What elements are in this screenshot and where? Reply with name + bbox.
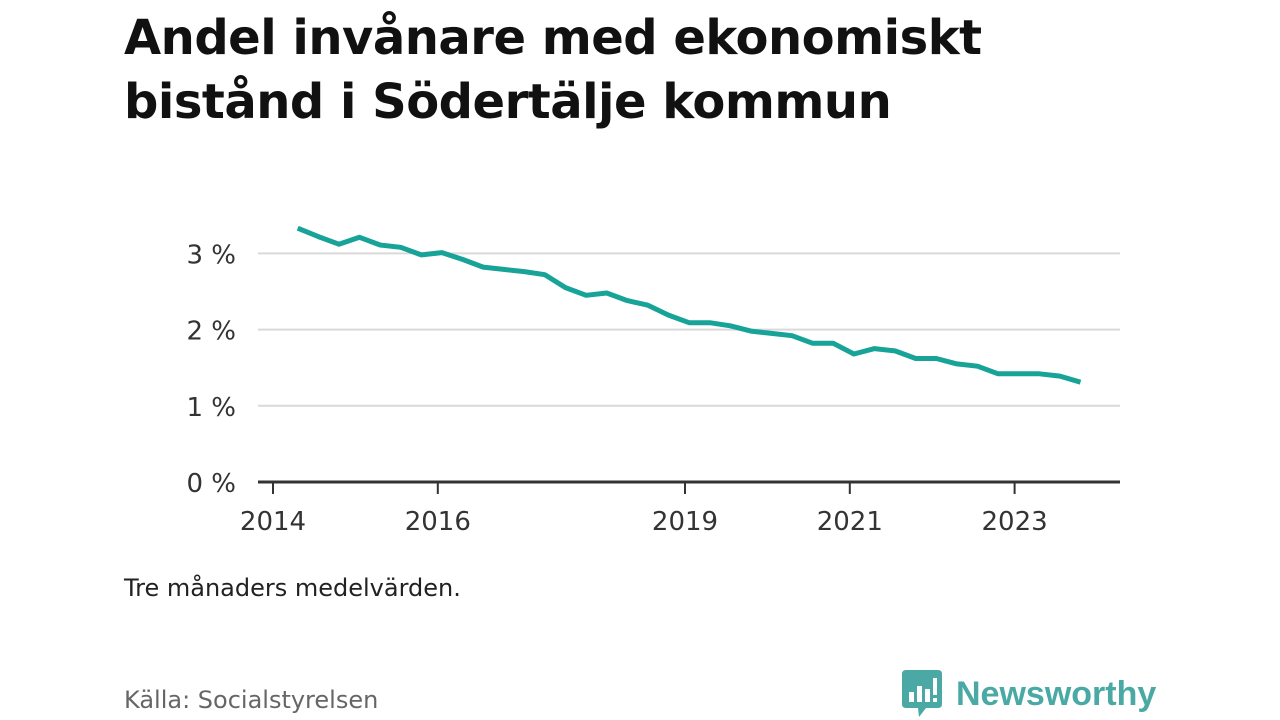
x-tick-label: 2016 [405,507,471,537]
newsworthy-logo: Newsworthy [902,670,1156,718]
x-tick-label: 2014 [240,507,306,537]
y-tick-label: 3 % [186,240,236,270]
chart-note: Tre månaders medelvärden. [124,574,461,602]
gridlines [258,252,1120,407]
y-tick-label: 1 % [186,393,236,423]
chart-title: Andel invånare med ekonomiskt bistånd i … [124,10,982,130]
y-tick-label: 2 % [186,317,236,347]
x-axis-ticks: 2014 2016 2019 2021 2023 [240,482,1048,537]
source-label: Källa: Socialstyrelsen [124,686,379,714]
newsworthy-logo-icon [902,670,942,717]
brand-name: Newsworthy [956,674,1157,713]
y-axis-tick-labels: 0 % 1 % 2 % 3 % [186,240,236,499]
line-chart: 0 % 1 % 2 % 3 % 2014 2016 2019 2021 2023 [186,225,1120,537]
x-tick-label: 2023 [982,507,1048,537]
y-tick-label: 0 % [186,469,236,499]
series-line [296,225,1082,385]
x-tick-label: 2021 [817,507,883,537]
x-tick-label: 2019 [652,507,718,537]
